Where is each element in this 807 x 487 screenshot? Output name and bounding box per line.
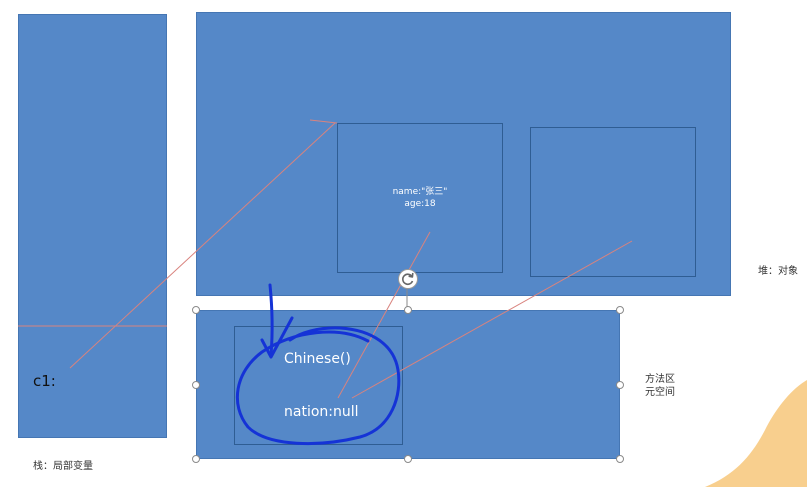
annotation-arrow-shaft [268, 283, 274, 357]
selection-handle-bottom-left[interactable] [192, 455, 200, 463]
selection-handle-top-right[interactable] [616, 306, 624, 314]
reference-arrow-tip [309, 119, 338, 124]
selection-handle-bottom-right[interactable] [616, 455, 624, 463]
selection-handle-middle-right[interactable] [616, 381, 624, 389]
rotate-icon[interactable] [398, 269, 418, 289]
heap-caption: 堆：对象 [758, 266, 798, 277]
static-field-label: nation:null [284, 404, 359, 420]
heap-object-zhangsan [337, 123, 503, 273]
object-name-field: name:"张三" [392, 187, 448, 197]
selection-handle-top-middle[interactable] [404, 306, 412, 314]
selection-handle-top-left[interactable] [192, 306, 200, 314]
constructor-label: Chinese() [284, 351, 351, 367]
method-area-caption-line1: 方法区 [645, 374, 675, 385]
stack-area [18, 14, 167, 438]
method-area-caption-line2: 元空间 [645, 387, 675, 398]
stack-caption: 栈：局部变量 [33, 461, 93, 472]
selection-handle-bottom-middle[interactable] [404, 455, 412, 463]
method-area-caption: 方法区 元空间 [645, 373, 675, 399]
selection-handle-middle-left[interactable] [192, 381, 200, 389]
c1-variable-label: c1: [33, 372, 56, 390]
annotation-circle [235, 326, 401, 446]
object-age-field: age:18 [404, 199, 436, 209]
c1-reference-line [69, 122, 336, 369]
annotation-arrow-head [260, 316, 294, 359]
object-fields: name:"张三" age:18 [337, 186, 503, 210]
object-to-class-line [337, 231, 431, 399]
